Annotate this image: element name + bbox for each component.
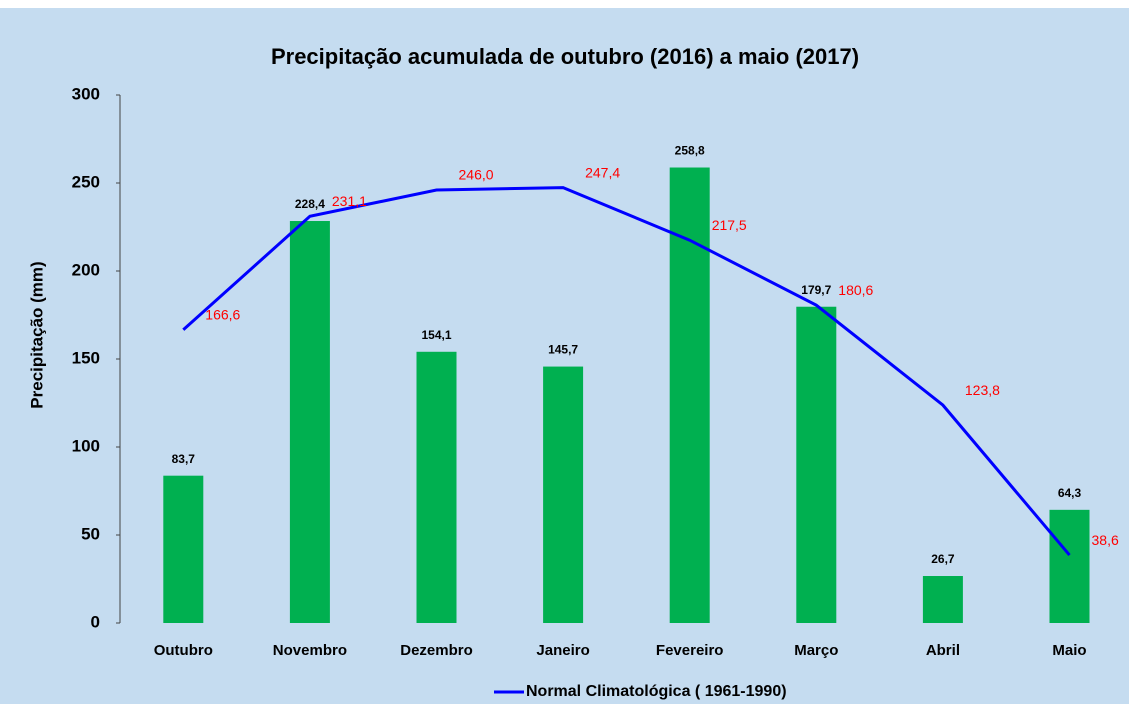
legend-label: Normal Climatológica ( 1961-1990) xyxy=(526,683,787,700)
data-label: 154,1 xyxy=(421,328,451,342)
data-label: 247,4 xyxy=(585,164,620,180)
bar xyxy=(543,366,584,623)
data-label: 179,7 xyxy=(801,283,831,297)
x-tick-label: Dezembro xyxy=(400,642,473,659)
bar xyxy=(922,576,963,623)
y-tick-label: 200 xyxy=(72,260,100,279)
data-label: 145,7 xyxy=(548,343,578,357)
data-label: 258,8 xyxy=(675,144,705,158)
bar xyxy=(289,221,330,624)
y-tick-label: 150 xyxy=(72,348,100,367)
data-label: 228,4 xyxy=(295,197,325,211)
data-label: 123,8 xyxy=(965,382,1000,398)
data-label: 38,6 xyxy=(1092,532,1119,548)
x-tick-label: Abril xyxy=(926,642,960,659)
x-tick-label: Novembro xyxy=(273,642,347,659)
y-tick-label: 50 xyxy=(81,524,100,543)
y-tick-label: 300 xyxy=(72,84,100,103)
bar xyxy=(416,351,457,623)
line xyxy=(182,186,1071,557)
data-label: 83,7 xyxy=(172,452,196,466)
x-tick-label: Janeiro xyxy=(536,642,589,659)
bar xyxy=(1049,509,1090,623)
data-label: 231,1 xyxy=(332,193,367,209)
chart-title: Precipitação acumulada de outubro (2016)… xyxy=(271,44,859,69)
y-tick-label: 100 xyxy=(72,436,100,455)
data-label: 217,5 xyxy=(712,217,747,233)
x-tick-label: Outubro xyxy=(154,642,213,659)
bar xyxy=(669,167,710,623)
x-tick-label: Fevereiro xyxy=(656,642,724,659)
data-label: 166,6 xyxy=(205,306,240,322)
data-label: 180,6 xyxy=(838,282,873,298)
bar xyxy=(163,475,204,623)
y-tick-label: 0 xyxy=(91,612,100,631)
x-tick-label: Maio xyxy=(1052,642,1086,659)
x-tick-label: Março xyxy=(794,642,838,659)
y-axis-label: Precipitação (mm) xyxy=(27,261,46,408)
y-tick-label: 250 xyxy=(72,172,100,191)
data-label: 26,7 xyxy=(931,552,955,566)
data-label: 246,0 xyxy=(459,167,494,183)
bar xyxy=(796,306,837,623)
data-label: 64,3 xyxy=(1058,486,1082,500)
